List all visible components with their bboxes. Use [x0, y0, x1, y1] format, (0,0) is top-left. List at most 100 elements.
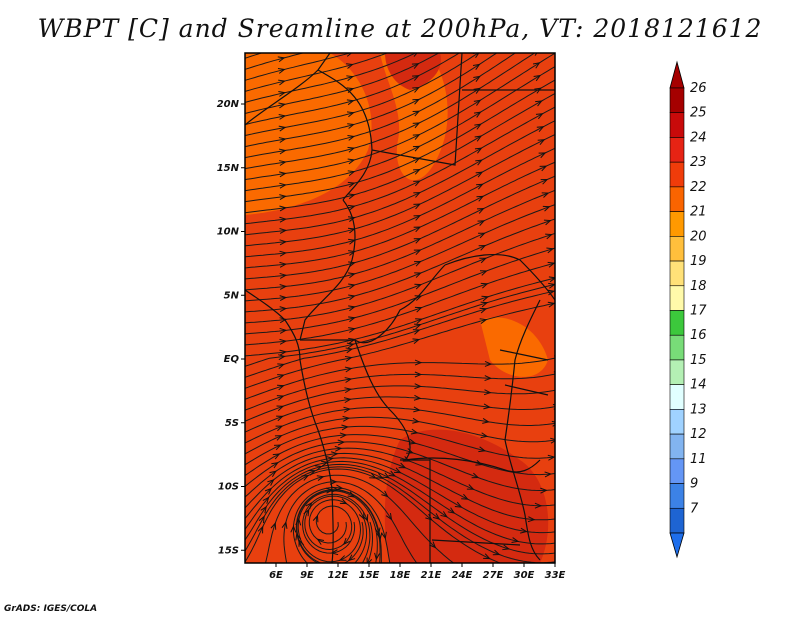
streamline-arrow — [479, 307, 488, 314]
streamline — [245, 434, 555, 477]
streamline-arrow — [413, 238, 422, 244]
colorbar-bottom-arrow — [669, 532, 685, 559]
streamline-arrow — [374, 552, 380, 561]
colorbar-swatch — [669, 87, 685, 114]
streamline-arrow — [272, 453, 281, 460]
streamline-arrow — [393, 467, 402, 474]
streamline — [245, 161, 555, 269]
colorbar-label: 17 — [690, 304, 707, 319]
streamline — [245, 262, 555, 346]
streamline-arrow — [429, 541, 437, 549]
streamline — [245, 120, 555, 236]
plot-area — [245, 53, 555, 567]
streamline-arrow — [343, 397, 352, 404]
streamline-arrow — [279, 194, 287, 200]
streamline-arrow — [476, 208, 485, 214]
streamline — [245, 406, 555, 444]
streamline-arrow — [267, 479, 275, 486]
streamline-arrow — [479, 318, 488, 324]
streamline-arrow — [414, 323, 422, 330]
streamline-arrow — [483, 389, 492, 396]
streamline — [245, 53, 440, 115]
streamline — [507, 565, 515, 567]
streamline-arrow — [331, 486, 340, 493]
streamline-arrow — [279, 338, 288, 345]
streamline — [245, 277, 555, 357]
streamline-arrow — [432, 513, 441, 520]
streamline-arrow — [412, 145, 421, 152]
streamline-arrow — [543, 219, 552, 226]
streamline-arrow — [482, 417, 490, 424]
lon-tick-label: 6E — [269, 570, 283, 581]
streamline-arrow — [339, 498, 348, 505]
lat-tick-label: 15S — [218, 545, 239, 556]
lat-tick-label: EQ — [224, 354, 240, 365]
streamline-arrow — [275, 425, 284, 432]
streamline-arrow — [474, 147, 483, 154]
streamline-arrow — [276, 395, 285, 401]
streamline-arrow — [279, 182, 287, 189]
streamline — [245, 290, 555, 378]
streamline-arrow — [478, 446, 487, 453]
streamline-arrow — [276, 415, 284, 422]
streamline-arrow — [483, 553, 491, 560]
streamline-arrow — [548, 276, 555, 283]
streamline-arrow — [536, 126, 545, 133]
streamline-arrow — [547, 261, 555, 268]
streamline-arrow — [312, 514, 319, 523]
streamline — [245, 218, 555, 313]
streamline — [245, 447, 555, 507]
colorbar-swatch — [669, 186, 685, 212]
streamline-arrow — [347, 146, 356, 153]
streamline-arrow — [348, 316, 356, 323]
streamline — [245, 357, 555, 400]
streamline — [245, 53, 417, 103]
streamline-arrow — [413, 406, 421, 413]
lat-tick-label: 20N — [217, 99, 240, 110]
colorbar-label: 11 — [690, 452, 707, 467]
streamline-arrow — [278, 125, 287, 132]
streamline — [264, 474, 455, 563]
streamline-arrow — [346, 99, 355, 106]
streamline-arrow — [279, 216, 287, 223]
streamline — [245, 133, 555, 247]
streamline-arrow — [454, 501, 463, 508]
streamline-arrow — [550, 437, 555, 444]
streamline-arrow — [278, 79, 286, 86]
streamline — [245, 92, 555, 214]
streamline-arrow — [461, 493, 469, 500]
colorbar-swatch — [669, 409, 685, 435]
streamline-arrow — [348, 294, 356, 301]
streamline — [245, 373, 555, 411]
colorbar-swatch — [669, 236, 685, 262]
streamline-arrow — [414, 371, 423, 378]
streamline-arrow — [474, 123, 482, 130]
streamline — [245, 53, 461, 126]
streamline-arrow — [381, 490, 389, 498]
streamline-arrow — [411, 63, 420, 69]
streamline-arrow — [298, 539, 305, 547]
streamline-arrow — [415, 318, 423, 324]
streamline-arrow — [481, 295, 490, 302]
colorbar-label: 19 — [690, 254, 707, 269]
streamline-arrow — [411, 53, 420, 57]
streamline-arrow — [326, 456, 335, 462]
streamline-arrow — [414, 359, 423, 366]
streamline-arrow — [473, 99, 482, 106]
streamline-arrow — [413, 215, 422, 221]
streamline — [245, 66, 555, 192]
streamline-arrow — [408, 438, 417, 445]
streamline-arrow — [374, 527, 381, 536]
streamline-arrow — [534, 502, 543, 509]
lon-tick-label: 15E — [359, 570, 380, 581]
streamline-arrow — [472, 63, 481, 71]
streamline-arrow — [338, 555, 347, 561]
streamline-arrow — [484, 375, 492, 382]
streamline-arrow — [412, 338, 421, 345]
streamline-arrow — [278, 160, 287, 166]
streamline-arrow — [278, 148, 287, 155]
streamline-arrow — [358, 512, 365, 520]
streamline — [304, 495, 368, 563]
streamline-arrow — [303, 508, 310, 517]
streamline-arrow — [334, 445, 343, 452]
